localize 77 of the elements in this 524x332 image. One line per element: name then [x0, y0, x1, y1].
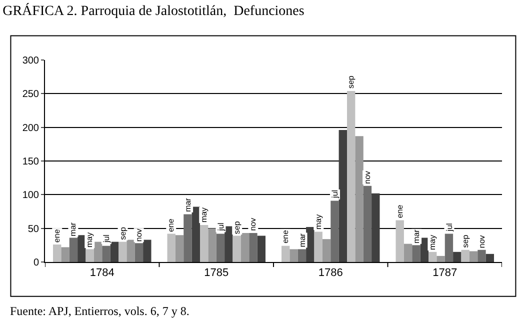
- bar: [94, 242, 102, 262]
- bar: [372, 193, 380, 262]
- bar: [208, 228, 216, 262]
- bar: [118, 242, 127, 262]
- text: mar: [184, 198, 193, 212]
- bar: [461, 250, 470, 262]
- chart-title: GRÁFICA 2. Parroquia de Jalostotitlán, Defunciones: [2, 2, 304, 19]
- text: may: [200, 207, 209, 223]
- bar: [282, 246, 290, 262]
- bar: [175, 235, 184, 262]
- text: nov: [134, 228, 144, 242]
- text: sep: [118, 226, 128, 240]
- y-tick-label: 150: [22, 156, 40, 168]
- bar: [192, 206, 200, 262]
- y-tick-label: 200: [22, 122, 40, 134]
- bar: [412, 245, 420, 262]
- bar: [428, 252, 437, 262]
- y-tick-label: 0: [33, 258, 40, 268]
- bar: [110, 242, 118, 262]
- bar: [240, 233, 250, 262]
- bar: [143, 240, 152, 262]
- text: may: [428, 234, 438, 250]
- text: may: [314, 214, 324, 230]
- bar: [355, 136, 364, 262]
- bar: [363, 186, 372, 262]
- y-tick-label: 50: [28, 224, 40, 235]
- bar: [478, 250, 486, 262]
- text: mar: [412, 230, 422, 244]
- x-tick-label: 1785: [204, 267, 229, 280]
- y-tick-label: 250: [22, 89, 40, 100]
- text: sep: [232, 220, 242, 234]
- bar: [61, 247, 70, 262]
- source-note: Fuente: APJ, Entierros, vols. 6, 7 y 8.: [10, 304, 190, 318]
- text: sep: [346, 76, 356, 89]
- bar: [330, 200, 339, 262]
- bar: [444, 234, 454, 262]
- text: jul: [216, 222, 226, 231]
- bar: [404, 244, 412, 262]
- text: jul: [444, 222, 454, 232]
- bar: [167, 234, 176, 262]
- text: ene: [396, 204, 405, 218]
- bar: [322, 239, 331, 262]
- text: jul: [102, 234, 111, 243]
- y-tick-label: 300: [22, 56, 40, 66]
- bar: [257, 236, 266, 262]
- bar: [134, 243, 144, 262]
- x-tick-label: 1786: [318, 267, 343, 280]
- text: sep: [460, 234, 470, 248]
- text: ene: [166, 218, 176, 232]
- text: nov: [363, 170, 372, 184]
- bar: [290, 249, 298, 262]
- bar: [486, 254, 494, 262]
- bar: [224, 226, 233, 262]
- text: jul: [330, 190, 340, 198]
- x-tick-label: 1787: [432, 267, 458, 280]
- bar: [126, 240, 135, 262]
- bar: [338, 130, 347, 262]
- text: nov: [248, 218, 258, 231]
- bar: [453, 252, 462, 262]
- y-tick-label: 100: [22, 190, 40, 202]
- text: mar: [298, 233, 307, 248]
- text: may: [85, 232, 94, 248]
- text: mar: [68, 222, 78, 236]
- text: ene: [280, 230, 290, 244]
- text: nov: [477, 235, 486, 248]
- bar: [184, 214, 192, 262]
- bar: [396, 220, 404, 262]
- bar: [436, 256, 445, 262]
- x-tick-label: 1784: [90, 267, 114, 280]
- bar: [249, 233, 258, 262]
- bar: [298, 249, 306, 262]
- bar: [306, 226, 314, 262]
- bar: [200, 224, 208, 262]
- text: ene: [52, 229, 62, 243]
- bar: [53, 244, 62, 262]
- bar: [347, 90, 356, 262]
- bar: [469, 251, 478, 262]
